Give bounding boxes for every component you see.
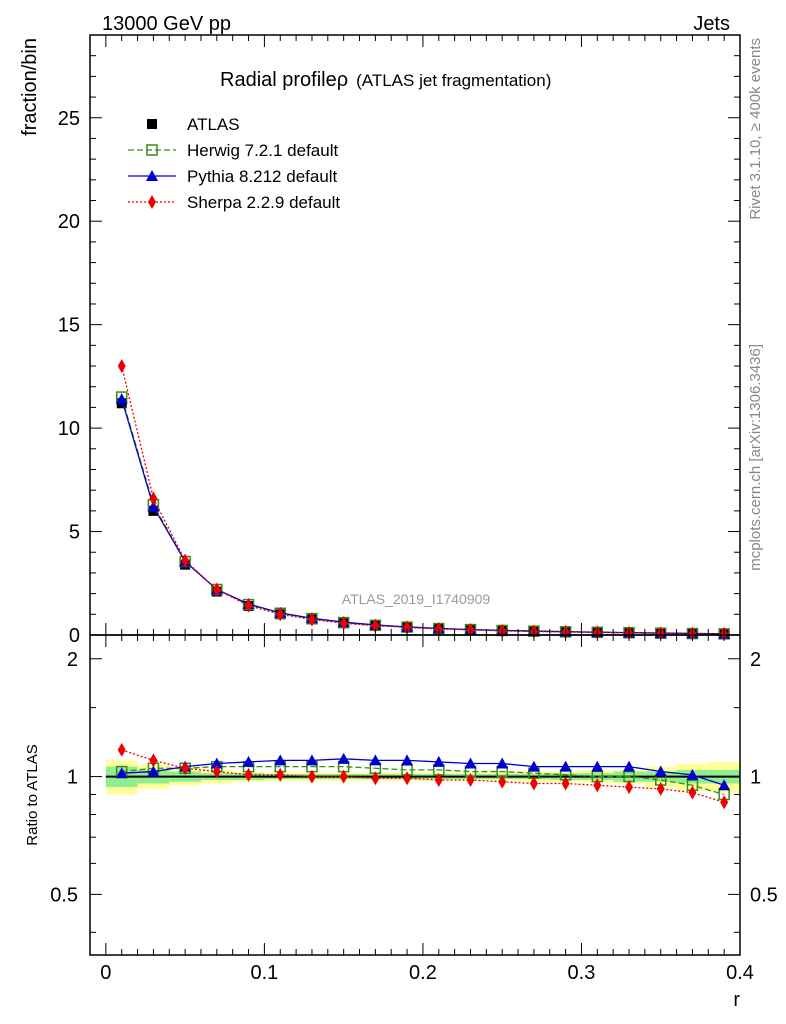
- sherpa-point: [117, 359, 126, 374]
- y-axis-label-top: fraction/bin: [19, 38, 41, 136]
- sherpa-ratio-point: [181, 761, 190, 776]
- pythia-ratio-point: [210, 757, 223, 769]
- y-axis-label-bottom: Ratio to ATLAS: [24, 744, 41, 845]
- y-tick-label-bottom: 2: [67, 649, 78, 671]
- y-tick-label-top: 15: [58, 315, 80, 337]
- x-tick-label: 0.3: [568, 962, 596, 984]
- ratio-panel-frame: [89, 634, 741, 956]
- sherpa-point: [403, 620, 412, 635]
- sherpa-ratio-point: [593, 778, 602, 793]
- sherpa-ratio-point: [656, 781, 665, 796]
- pythia-ratio-point: [654, 765, 667, 777]
- sherpa-point: [371, 618, 380, 633]
- legend-herwig-marker: [146, 144, 158, 156]
- y-tick-label-top: 20: [58, 211, 80, 233]
- pythia-ratio-point: [115, 767, 128, 779]
- legend-pythia-label: Pythia 8.212 default: [187, 167, 338, 186]
- rivet-version-label: Rivet 3.1.10, ≥ 400k events: [747, 38, 764, 220]
- header-process: Jets: [693, 13, 730, 35]
- sherpa-ratio-point: [498, 774, 507, 789]
- pythia-ratio-point: [496, 757, 509, 769]
- y-tick-label-bottom: 0.5: [50, 884, 78, 906]
- pythia-ratio-point: [591, 760, 604, 772]
- y-tick-label-top: 25: [58, 108, 80, 130]
- axis-ticks: 0 0.1 0.2 0.3 0.4 0 5 10 15 20 25 0.5 0.5 1 1 2 2: [50, 35, 778, 984]
- legend-herwig-label: Herwig 7.2.1 default: [187, 141, 338, 160]
- sherpa-ratio-point: [720, 795, 729, 810]
- sherpa-ratio-point: [117, 742, 126, 757]
- sherpa-ratio-point: [371, 771, 380, 786]
- legend: ATLAS Herwig 7.2.1 default Pythia 8.212 de…: [128, 115, 340, 212]
- sherpa-ratio-point: [339, 769, 348, 784]
- sherpa-ratio-point: [688, 785, 697, 800]
- pythia-ratio-point: [527, 760, 540, 772]
- y-tick-label-bottom-right: 2: [750, 649, 761, 671]
- pythia-ratio-point: [337, 752, 350, 764]
- sherpa-point: [276, 607, 285, 622]
- chart-title: Radial profileρ (ATLAS jet fragmentation): [220, 69, 551, 91]
- sherpa-point: [244, 598, 253, 613]
- sherpa-ratio-point: [529, 776, 538, 791]
- pythia-ratio-point: [401, 754, 414, 766]
- pythia-ratio-line: [121, 758, 725, 786]
- sherpa-point: [181, 553, 190, 568]
- sherpa-ratio-point: [276, 767, 285, 782]
- pythia-point: [115, 393, 128, 405]
- pythia-ratio-point: [369, 754, 382, 766]
- sherpa-ratio-point: [625, 780, 634, 795]
- sherpa-ratio-point: [466, 772, 475, 787]
- pythia-ratio-point: [623, 760, 636, 772]
- sherpa-ratio-point: [212, 764, 221, 779]
- y-tick-label-bottom-right: 0.5: [750, 884, 778, 906]
- pythia-ratio-point: [147, 765, 160, 777]
- pythia-ratio-point: [559, 760, 572, 772]
- legend-sherpa-label: Sherpa 2.2.9 default: [187, 193, 340, 212]
- pythia-point: [147, 500, 160, 512]
- legend-atlas-label: ATLAS: [187, 115, 240, 134]
- legend-atlas-marker: [147, 119, 157, 129]
- pythia-ratio-point: [305, 754, 318, 766]
- sherpa-ratio-point: [149, 753, 158, 768]
- sherpa-ratio-line: [121, 749, 725, 803]
- sherpa-point: [339, 616, 348, 631]
- pythia-ratio-point: [718, 779, 731, 791]
- x-axis-label: r: [733, 989, 740, 1011]
- pythia-ratio-point: [242, 755, 255, 767]
- sherpa-ratio-point: [561, 776, 570, 791]
- y-tick-label-top: 10: [58, 418, 80, 440]
- pythia-ratio-point: [274, 754, 287, 766]
- x-tick-label: 0.4: [726, 962, 754, 984]
- sherpa-point: [307, 612, 316, 627]
- legend-sherpa-marker: [148, 195, 156, 209]
- x-tick-label: 0: [100, 962, 111, 984]
- sherpa-ratio-point: [434, 772, 443, 787]
- pythia-ratio-point: [432, 755, 445, 767]
- sherpa-point: [212, 582, 221, 597]
- legend-pythia-marker: [146, 170, 158, 181]
- sherpa-ratio-point: [403, 771, 412, 786]
- sherpa-point: [149, 491, 158, 506]
- x-tick-label: 0.1: [250, 962, 278, 984]
- y-tick-label-bottom: 1: [67, 767, 78, 789]
- y-tick-label-top: 5: [69, 522, 80, 544]
- mcplots-source-label: mcplots.cern.ch [arXiv:1306.3436]: [747, 344, 764, 571]
- pythia-ratio-point: [464, 757, 477, 769]
- sherpa-ratio-point: [244, 767, 253, 782]
- pythia-ratio-point: [686, 768, 699, 780]
- ratio-panel-series: [105, 742, 740, 810]
- x-tick-label: 0.2: [409, 962, 437, 984]
- sherpa-ratio-point: [307, 769, 316, 784]
- header-collision-energy: 13000 GeV pp: [102, 13, 231, 35]
- y-tick-label-top: 0: [69, 625, 80, 647]
- y-tick-label-bottom-right: 1: [750, 767, 761, 789]
- analysis-watermark: ATLAS_2019_I1740909: [342, 591, 491, 607]
